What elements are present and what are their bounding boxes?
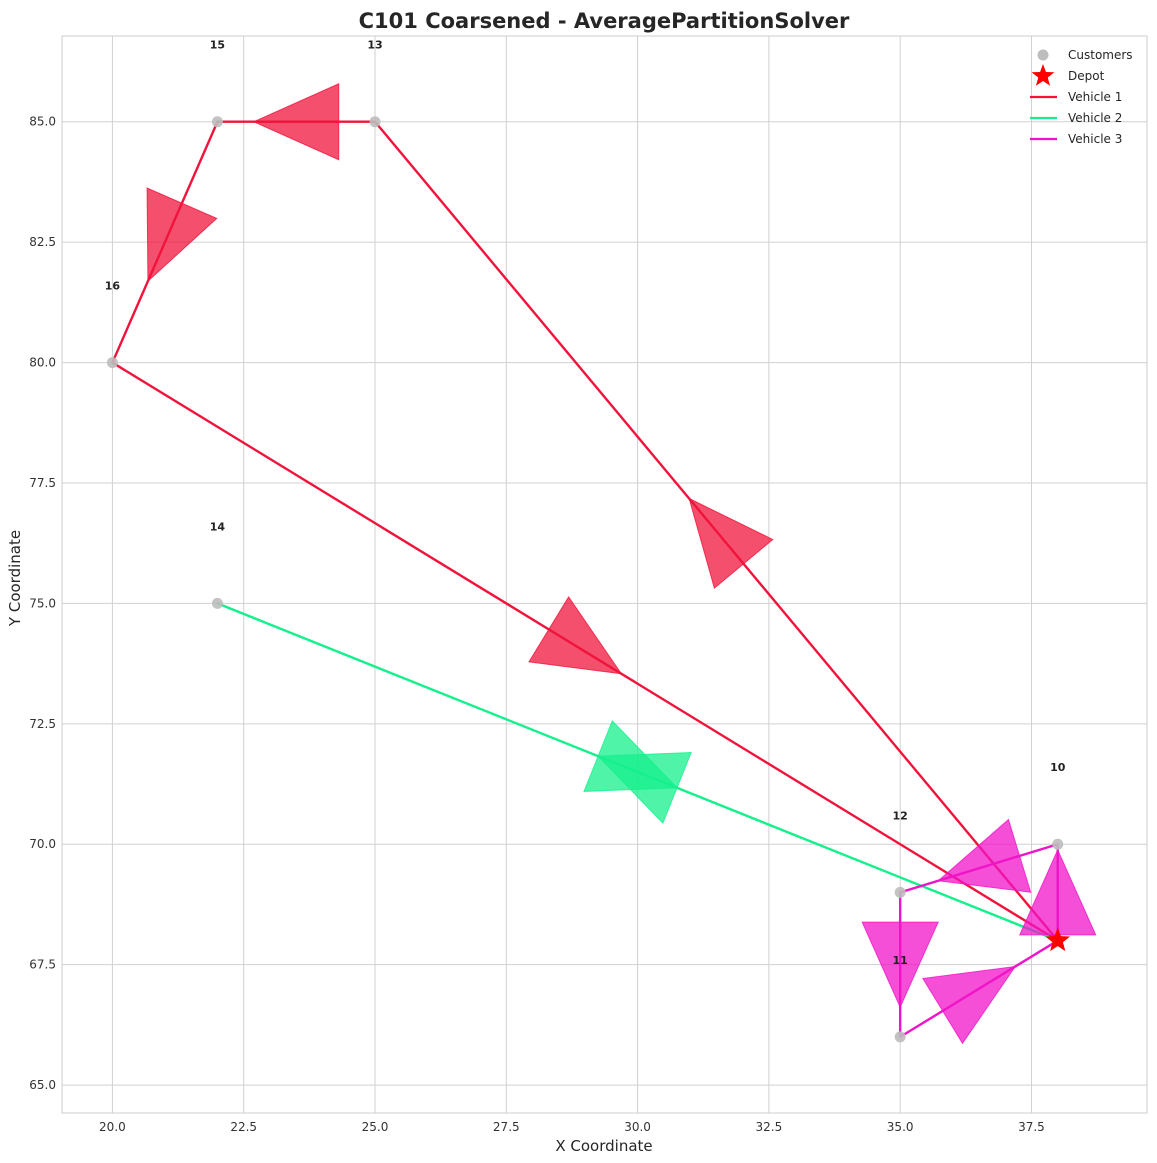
x-tick-label: 25.0 <box>362 1120 389 1134</box>
chart-title: C101 Coarsened - AveragePartitionSolver <box>359 9 850 33</box>
y-tick-label: 67.5 <box>29 958 56 972</box>
legend-label: Vehicle 1 <box>1068 90 1122 104</box>
legend-label: Customers <box>1068 48 1133 62</box>
depot-star-icon <box>1045 927 1071 952</box>
x-tick-label: 30.0 <box>624 1120 651 1134</box>
grid-lines <box>62 36 1147 1113</box>
legend-depot-star-icon <box>1031 64 1055 86</box>
direction-arrow <box>146 187 218 283</box>
depot-marker <box>1045 927 1071 952</box>
customer-label: 14 <box>210 520 226 533</box>
x-tick-label: 35.0 <box>887 1120 914 1134</box>
customer-point <box>1052 838 1064 850</box>
x-tick-label: 32.5 <box>756 1120 783 1134</box>
direction-arrow <box>583 719 679 792</box>
customer-labels: 10 11 12 13 14 15 16 <box>105 39 1066 967</box>
customer-point <box>211 116 223 128</box>
customer-point <box>211 597 223 609</box>
customer-point <box>106 357 118 369</box>
legend: Customers Depot Vehicle 1 Vehicle 2 Vehicle … <box>1030 48 1133 146</box>
axis-ticks: 20.0 22.5 25.0 27.5 30.0 32.5 35.0 37.5 65.0 67.5… <box>29 115 1045 1134</box>
y-tick-label: 70.0 <box>29 837 56 851</box>
y-tick-label: 80.0 <box>29 356 56 370</box>
customer-point <box>894 1031 906 1043</box>
y-tick-label: 72.5 <box>29 717 56 731</box>
customer-label: 10 <box>1050 761 1066 774</box>
customer-points <box>106 116 1064 1043</box>
customer-label: 12 <box>893 809 908 822</box>
y-axis-label: Y Coordinate <box>6 530 24 627</box>
y-tick-label: 82.5 <box>29 235 56 249</box>
customer-label: 13 <box>367 39 382 52</box>
customer-label: 11 <box>893 954 908 967</box>
legend-customer-marker <box>1037 49 1049 61</box>
direction-arrow <box>922 965 1017 1045</box>
route-arrows <box>146 82 1097 1045</box>
customer-point <box>894 886 906 898</box>
y-tick-label: 65.0 <box>29 1078 56 1092</box>
x-tick-label: 37.5 <box>1018 1120 1045 1134</box>
direction-arrow <box>937 818 1032 893</box>
y-tick-label: 75.0 <box>29 596 56 610</box>
legend-label: Vehicle 3 <box>1068 132 1122 146</box>
direction-arrow <box>861 921 939 1009</box>
y-tick-label: 85.0 <box>29 115 56 129</box>
customer-label: 15 <box>210 39 225 52</box>
direction-arrow <box>252 82 340 161</box>
legend-label: Depot <box>1068 69 1105 83</box>
x-tick-label: 27.5 <box>493 1120 520 1134</box>
direction-arrow <box>688 497 774 590</box>
customer-point <box>369 116 381 128</box>
x-tick-label: 20.0 <box>99 1120 126 1134</box>
y-tick-label: 77.5 <box>29 476 56 490</box>
direction-arrow <box>528 596 623 675</box>
customer-label: 16 <box>105 280 121 293</box>
x-tick-label: 22.5 <box>230 1120 257 1134</box>
x-axis-label: X Coordinate <box>555 1137 652 1155</box>
plot-area-frame <box>61 35 1148 1114</box>
legend-label: Vehicle 2 <box>1068 111 1122 125</box>
